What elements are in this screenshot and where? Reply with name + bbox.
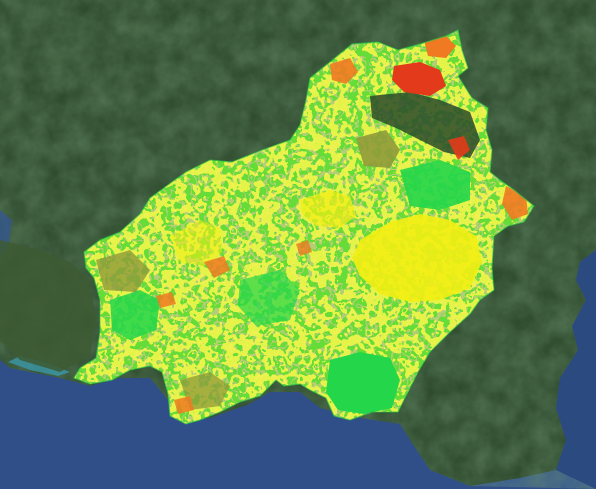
class-olive-west <box>96 250 150 292</box>
class-red-north-1 <box>392 62 446 96</box>
class-yellow-core <box>352 214 482 302</box>
class-green-center <box>400 160 470 210</box>
class-orange-west <box>204 256 230 278</box>
ocean-southwest <box>0 360 596 489</box>
class-green-south <box>326 352 400 414</box>
west-peninsula <box>0 240 96 372</box>
class-yellow-west <box>170 220 222 266</box>
class-orange-northeast <box>448 136 470 160</box>
class-orange-south <box>174 396 194 414</box>
class-olive-north <box>356 130 400 168</box>
class-orange-center <box>296 240 312 256</box>
class-green-mid <box>238 270 300 326</box>
class-green-west <box>110 290 160 340</box>
class-olive-southwest <box>180 372 230 410</box>
class-orange-north-3 <box>330 58 358 84</box>
ocean-east-bay <box>556 250 596 489</box>
class-yellow-core-2 <box>300 190 356 228</box>
class-orange-north-2 <box>424 36 456 58</box>
class-orange-west-2 <box>156 292 176 308</box>
